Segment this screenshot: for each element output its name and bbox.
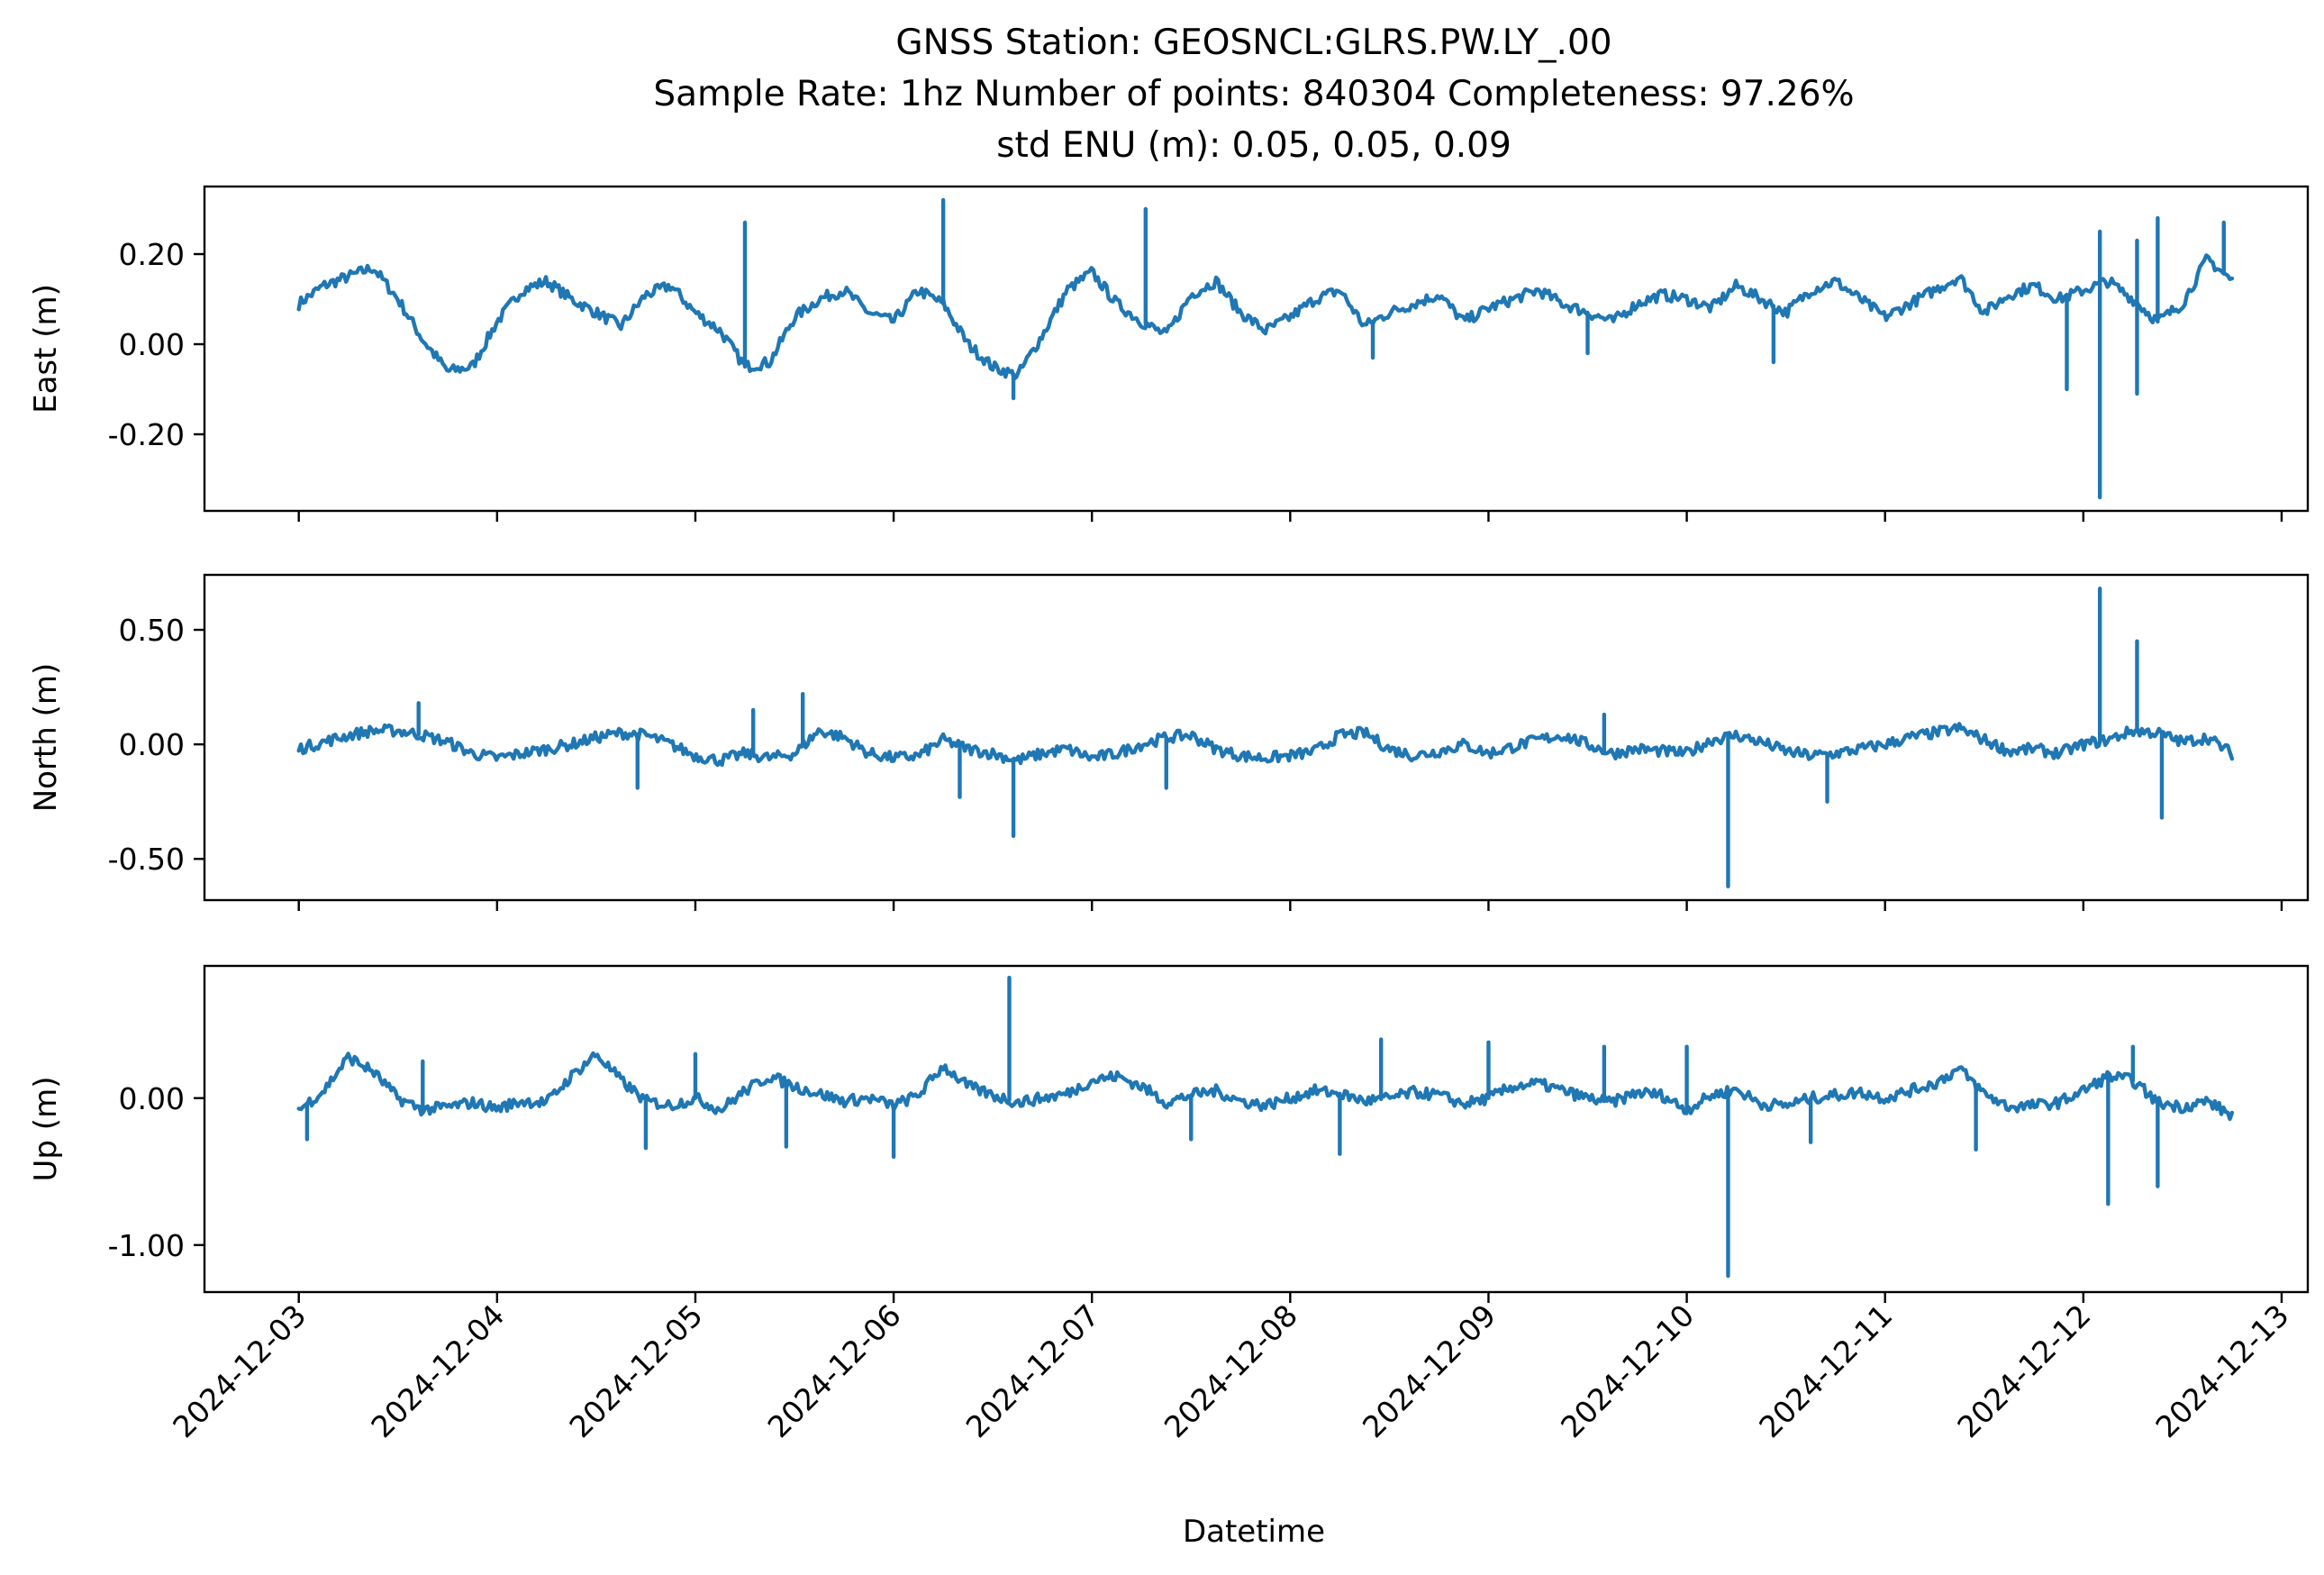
chart-title-line-3: std ENU (m): 0.05, 0.05, 0.09 — [996, 125, 1512, 166]
x-tick-label: 2024-12-05 — [562, 1297, 709, 1444]
up-y-tick-label: 0.00 — [119, 1081, 185, 1116]
x-tick-label: 2024-12-03 — [166, 1297, 313, 1444]
up-panel: 0.00 -1.00 Up (m) 2024-12-03 2024-12-04 2024-… — [28, 966, 2308, 1444]
chart-title-line-1: GNSS Station: GEOSNCL:GLRS.PW.LY_.00 — [895, 23, 1611, 63]
up-y-tick-label: -1.00 — [108, 1228, 185, 1263]
east-panel: 0.20 0.00 -0.20 East (m) — [28, 187, 2308, 522]
east-axes-frame — [204, 187, 2308, 511]
x-tick-label: 2024-12-13 — [2148, 1297, 2295, 1444]
north-y-tick-label: -0.50 — [108, 842, 185, 877]
up-series-line — [299, 1053, 2232, 1119]
x-tick-label: 2024-12-06 — [761, 1297, 908, 1444]
x-tick-label: 2024-12-08 — [1157, 1297, 1304, 1444]
east-y-tick-label: 0.00 — [119, 327, 185, 362]
east-y-axis-label: East (m) — [28, 284, 64, 414]
x-tick-label: 2024-12-09 — [1356, 1297, 1502, 1444]
north-axes-frame — [204, 575, 2308, 900]
north-y-axis-label: North (m) — [28, 663, 64, 813]
east-y-tick-label: -0.20 — [108, 417, 185, 452]
north-y-tick-label: 0.50 — [119, 613, 185, 648]
x-tick-label: 2024-12-10 — [1554, 1297, 1701, 1444]
x-tick-label: 2024-12-11 — [1752, 1297, 1899, 1444]
x-tick-label: 2024-12-12 — [1950, 1297, 2097, 1444]
north-series-line — [299, 724, 2232, 765]
x-tick-label: 2024-12-04 — [364, 1297, 511, 1444]
figure: GNSS Station: GEOSNCL:GLRS.PW.LY_.00 Sam… — [0, 0, 2324, 1575]
east-y-tick-label: 0.20 — [119, 237, 185, 272]
north-panel: 0.50 0.00 -0.50 North (m) — [28, 575, 2308, 911]
up-axes-frame — [204, 966, 2308, 1292]
chart-title-line-2: Sample Rate: 1hz Number of points: 84030… — [653, 74, 1854, 114]
x-tick-label: 2024-12-07 — [959, 1297, 1106, 1444]
east-series-line — [299, 255, 2232, 378]
up-y-axis-label: Up (m) — [28, 1077, 64, 1182]
north-y-tick-label: 0.00 — [119, 727, 185, 762]
x-axis-label: Datetime — [1183, 1514, 1325, 1550]
